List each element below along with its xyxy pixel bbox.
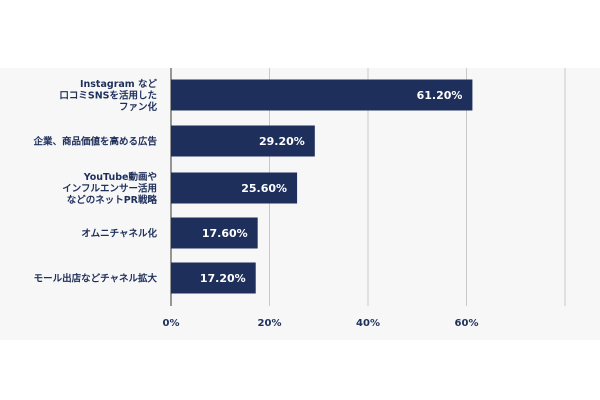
bar-value-label-2: 25.60% (241, 182, 287, 195)
bar-0 (171, 79, 473, 111)
category-label-2-0: YouTube動画や (83, 171, 157, 183)
x-tick-label-2: 40% (356, 318, 380, 329)
bar-2 (171, 172, 298, 204)
category-label-0-0: Instagram など (80, 78, 158, 90)
x-tick-label-0: 0% (163, 318, 180, 329)
bar-4 (171, 262, 256, 294)
bar-3 (171, 217, 258, 249)
chart-panel (0, 68, 600, 340)
bar-1 (171, 125, 315, 157)
bar-value-label-0: 61.20% (417, 89, 463, 102)
category-label-1-0: 企業、商品価値を高める広告 (32, 136, 157, 148)
bar-value-label-1: 29.20% (259, 135, 305, 148)
bar-value-label-4: 17.20% (200, 272, 246, 285)
category-label-0-2: ファン化 (119, 101, 158, 113)
category-label-4-0: モール出店などチャネル拡大 (34, 273, 158, 285)
category-label-2-1: インフルエンサー活用 (62, 183, 157, 195)
category-label-3-0: オムニチャネル化 (81, 228, 157, 240)
category-label-2-2: などのネットPR戦略 (67, 194, 158, 206)
x-tick-label-3: 60% (455, 318, 479, 329)
x-tick-label-1: 20% (258, 318, 282, 329)
bar-value-label-3: 17.60% (202, 227, 248, 240)
category-label-0-1: 口コミSNSを活用した (59, 90, 157, 102)
